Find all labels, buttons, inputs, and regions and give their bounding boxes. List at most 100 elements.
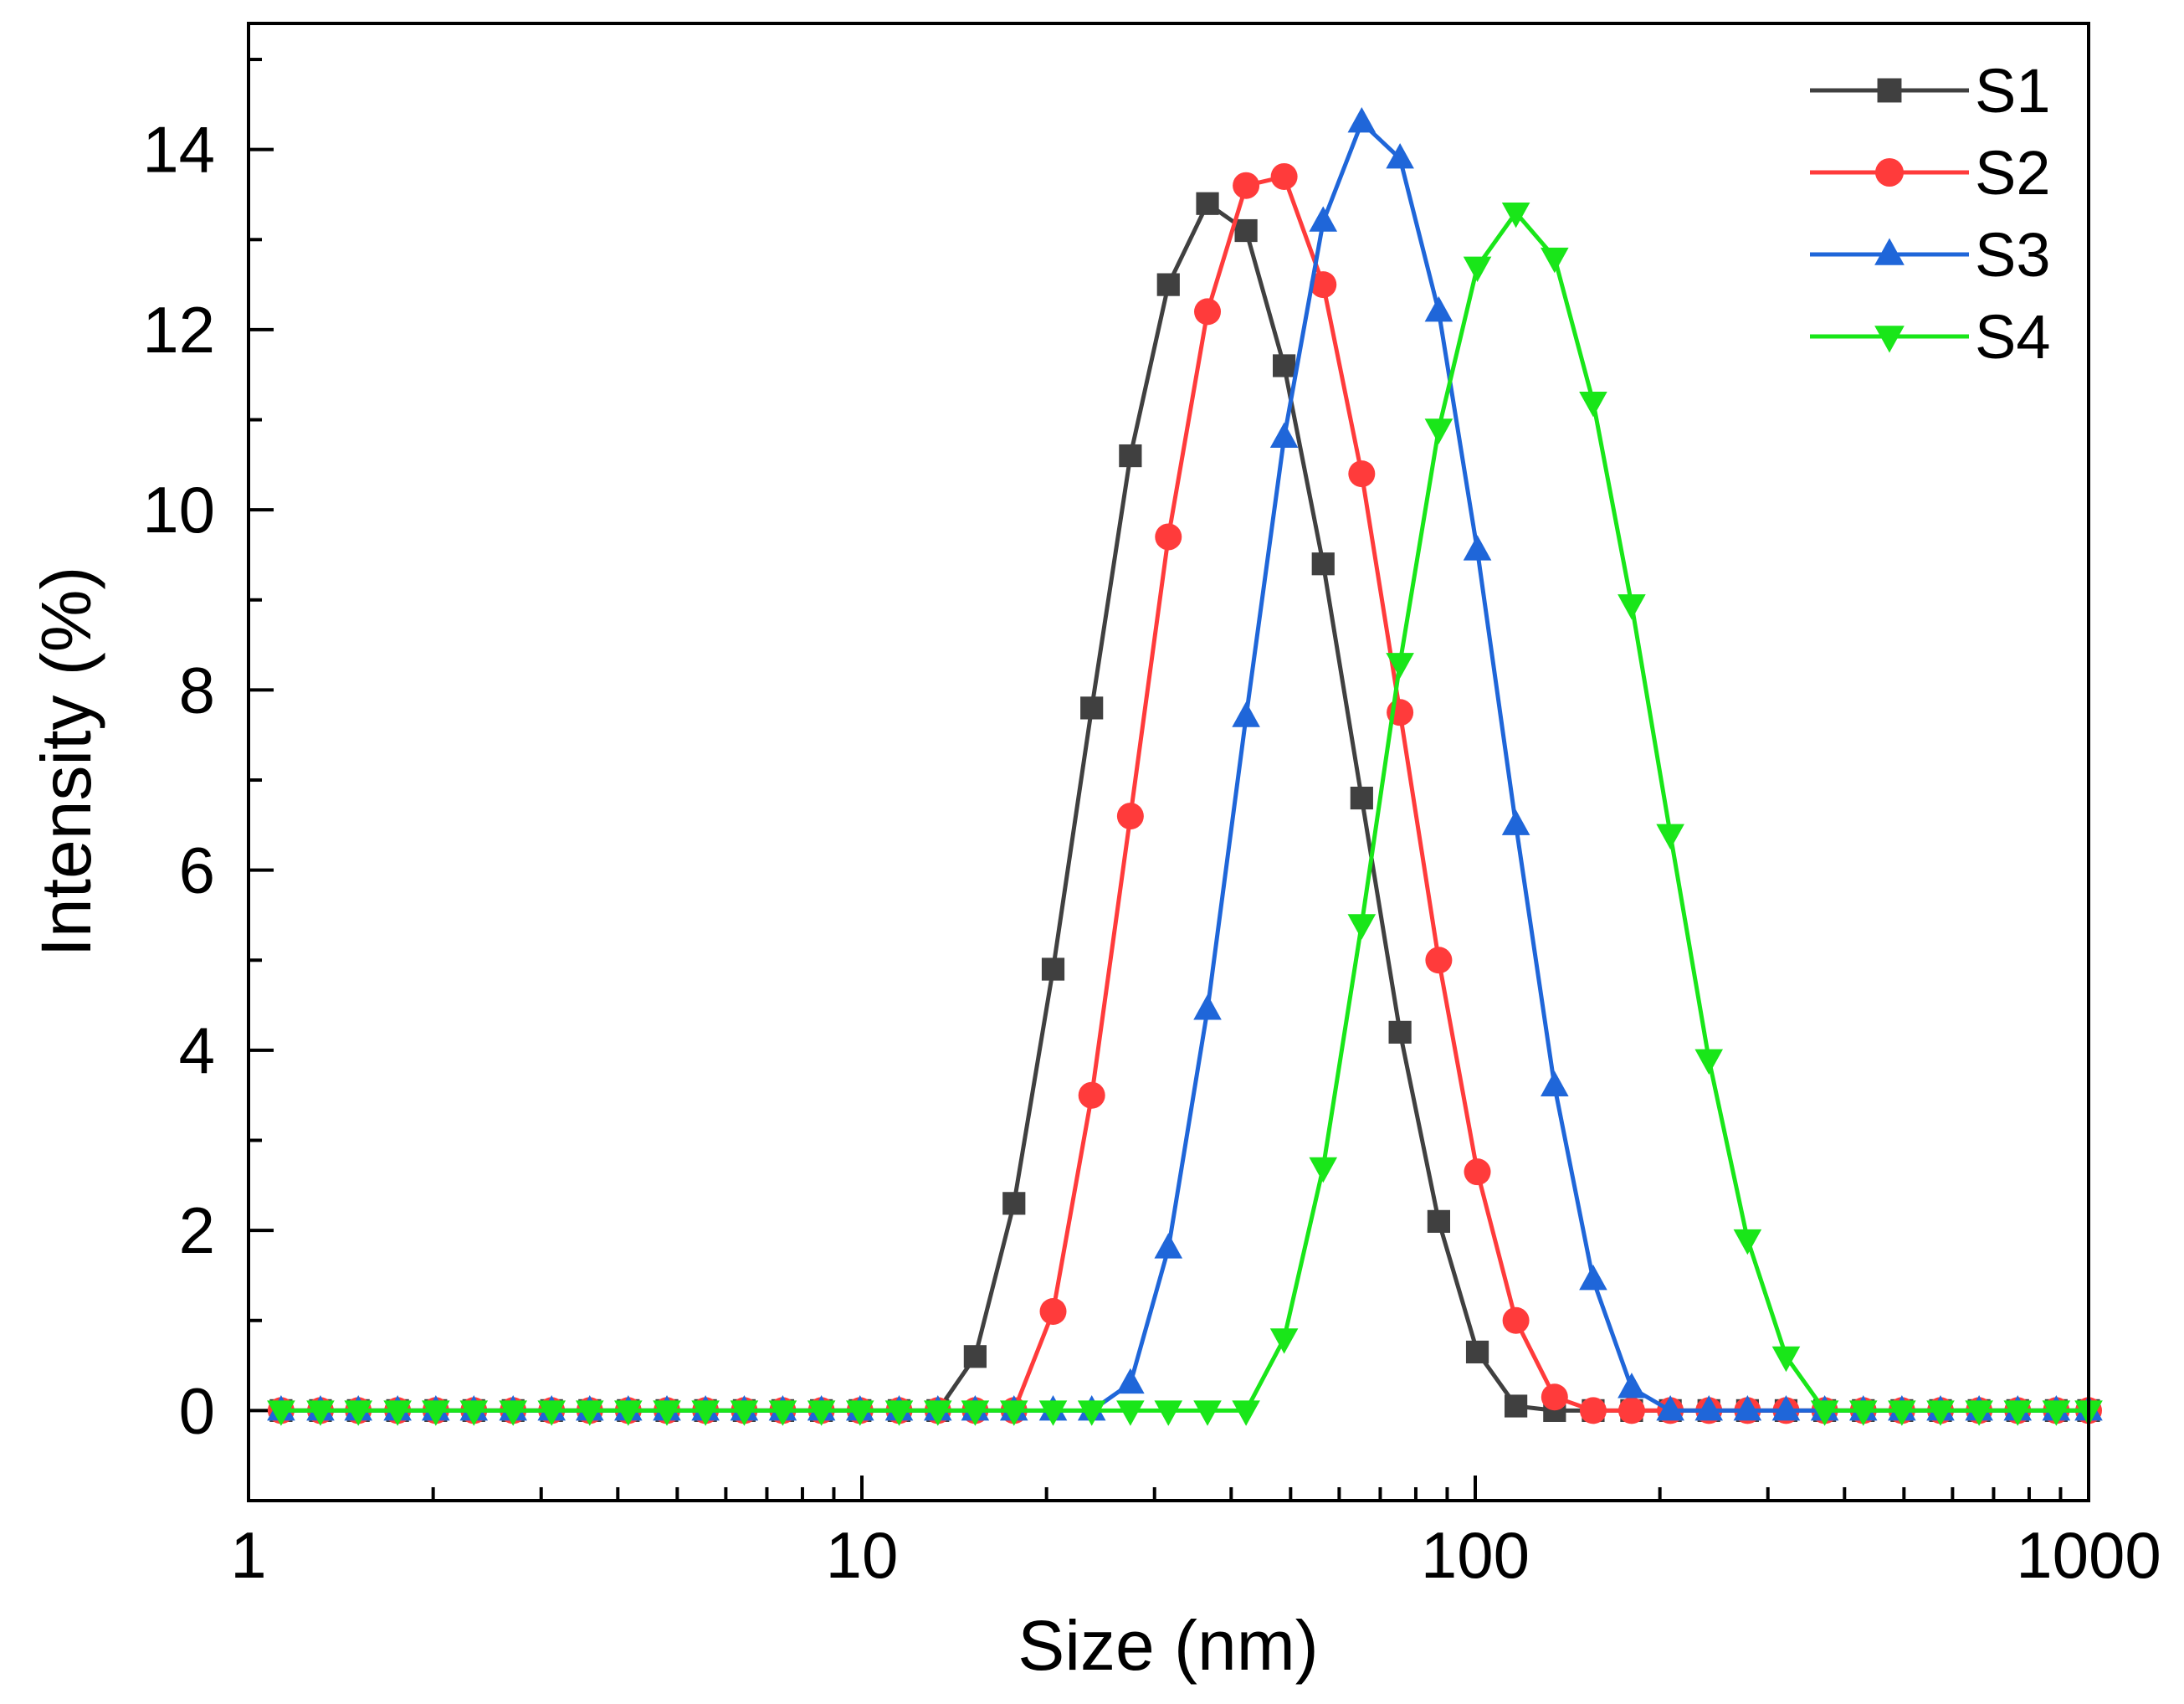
data-point xyxy=(1465,1340,1489,1364)
legend-item-s3: S3 xyxy=(1810,220,2051,290)
x-major-ticks: 1 10 100 1000 xyxy=(230,1476,2161,1592)
y-tick-label: 12 xyxy=(142,293,215,367)
legend: S1 S2 S3 S4 xyxy=(1810,56,2051,372)
data-point xyxy=(1617,594,1646,620)
data-point xyxy=(1116,803,1144,830)
data-point xyxy=(884,1400,914,1426)
data-point xyxy=(1154,1400,1183,1426)
x-minor-ticks xyxy=(431,1487,2063,1501)
plot-frame xyxy=(247,22,2090,1502)
data-point xyxy=(1233,172,1260,199)
data-point xyxy=(422,1400,450,1426)
data-point xyxy=(1269,422,1299,449)
data-point xyxy=(1038,1400,1068,1426)
data-point xyxy=(1039,1297,1067,1325)
data-point xyxy=(1965,1400,1993,1426)
data-point xyxy=(1002,1192,1026,1215)
data-point xyxy=(963,1345,987,1368)
data-point xyxy=(537,1400,567,1426)
data-point xyxy=(1273,354,1296,377)
data-point xyxy=(653,1400,681,1426)
data-point xyxy=(1424,418,1453,444)
y-tick-label: 2 xyxy=(179,1193,215,1267)
data-point xyxy=(1154,1233,1183,1259)
data-point xyxy=(1888,1400,1916,1426)
data-point xyxy=(1579,1397,1607,1424)
y-tick-label: 10 xyxy=(142,473,215,547)
data-point xyxy=(1424,295,1453,322)
plot-background xyxy=(249,23,2089,1501)
data-point xyxy=(306,1400,335,1426)
data-point xyxy=(1617,1373,1646,1399)
data-point xyxy=(1427,1209,1450,1233)
data-point xyxy=(1810,1400,1839,1426)
x-tick-label: 1 xyxy=(230,1518,266,1592)
data-point xyxy=(267,1400,295,1426)
data-point xyxy=(1232,1400,1260,1426)
x-tick-label: 100 xyxy=(1421,1518,1530,1592)
data-point xyxy=(1311,552,1335,576)
data-point xyxy=(1848,1400,1878,1426)
data-point xyxy=(923,1400,952,1426)
legend-label: S4 xyxy=(1975,302,2051,372)
data-point xyxy=(1541,1383,1568,1411)
data-point xyxy=(1694,1394,1724,1421)
data-point xyxy=(1771,1394,1801,1421)
data-point xyxy=(1156,273,1180,296)
data-point xyxy=(1464,1158,1491,1186)
data-point xyxy=(1505,1394,1528,1418)
y-tick-label: 4 xyxy=(179,1014,215,1087)
data-point xyxy=(1119,444,1142,468)
data-point xyxy=(1078,1081,1105,1109)
data-point xyxy=(1348,460,1376,488)
data-point xyxy=(1347,106,1377,133)
data-point xyxy=(961,1400,990,1426)
data-point xyxy=(845,1400,874,1426)
legend-label: S1 xyxy=(1975,56,2051,126)
series-s4 xyxy=(267,203,2103,1426)
data-point xyxy=(1234,218,1258,243)
data-point xyxy=(1193,994,1222,1020)
data-point xyxy=(999,1400,1028,1426)
y-tick-label: 0 xyxy=(179,1373,215,1447)
data-point xyxy=(2003,1400,2033,1426)
data-point xyxy=(1155,523,1182,551)
data-point xyxy=(1733,1394,1762,1421)
data-point xyxy=(768,1400,797,1426)
data-point xyxy=(807,1400,836,1426)
data-point xyxy=(1116,1400,1145,1426)
y-tick-label: 8 xyxy=(179,653,215,726)
data-point xyxy=(1733,1229,1762,1255)
legend-item-s2: S2 xyxy=(1810,138,2051,208)
data-point xyxy=(1579,392,1607,418)
data-point xyxy=(1077,1400,1106,1426)
data-point xyxy=(1350,786,1373,810)
data-point xyxy=(1502,1306,1530,1334)
x-axis-title: Size (nm) xyxy=(1018,1606,1318,1685)
data-point xyxy=(1196,192,1219,215)
data-point xyxy=(1541,247,1569,274)
data-point xyxy=(1232,701,1260,727)
data-point xyxy=(1463,256,1492,282)
data-point xyxy=(1579,1264,1607,1291)
data-point xyxy=(1501,203,1530,228)
data-point xyxy=(1347,914,1377,940)
data-point xyxy=(1541,1070,1569,1096)
y-ticks: 0 2 4 6 8 10 12 14 xyxy=(142,58,274,1502)
legend-marker xyxy=(1877,78,1902,103)
data-point xyxy=(1926,1400,1955,1426)
legend-item-s4: S4 xyxy=(1810,302,2051,372)
legend-marker xyxy=(1874,238,1905,265)
y-tick-label: 6 xyxy=(179,834,215,907)
data-point xyxy=(1309,1157,1338,1183)
data-point xyxy=(499,1400,527,1426)
y-tick-label: 14 xyxy=(142,113,215,187)
data-point xyxy=(1771,1346,1801,1373)
legend-label: S2 xyxy=(1975,138,2051,208)
data-point xyxy=(1501,809,1530,835)
data-point xyxy=(344,1400,372,1426)
legend-item-s1: S1 xyxy=(1810,56,2051,126)
data-point xyxy=(1193,1400,1222,1426)
data-point xyxy=(1386,653,1414,679)
data-point xyxy=(1310,271,1337,299)
